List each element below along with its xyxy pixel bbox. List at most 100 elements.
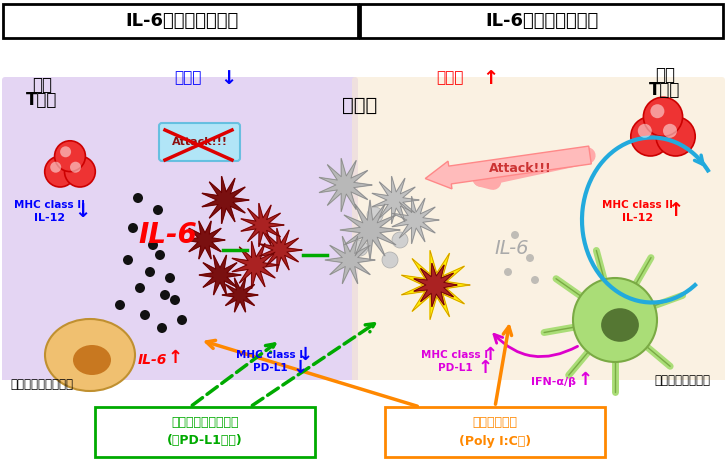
- Polygon shape: [325, 236, 375, 284]
- Text: 免疫检查点抑制疗法: 免疫检查点抑制疗法: [171, 417, 239, 430]
- FancyBboxPatch shape: [2, 77, 358, 423]
- Circle shape: [145, 267, 155, 277]
- Polygon shape: [241, 203, 284, 247]
- Text: T细胞: T细胞: [26, 91, 57, 109]
- Circle shape: [382, 252, 398, 268]
- Circle shape: [115, 300, 125, 310]
- Text: 效应: 效应: [32, 76, 52, 94]
- Circle shape: [135, 283, 145, 293]
- Circle shape: [177, 315, 187, 325]
- FancyBboxPatch shape: [3, 4, 358, 38]
- Text: ↑: ↑: [168, 349, 182, 367]
- Ellipse shape: [601, 308, 639, 342]
- Circle shape: [65, 156, 95, 187]
- FancyBboxPatch shape: [0, 380, 726, 465]
- Circle shape: [573, 278, 657, 362]
- Circle shape: [133, 193, 143, 203]
- Circle shape: [170, 295, 180, 305]
- Circle shape: [352, 240, 368, 256]
- Polygon shape: [401, 250, 470, 319]
- Text: 癌细胞: 癌细胞: [343, 95, 378, 114]
- Text: ↓: ↓: [293, 359, 308, 377]
- Text: ↑: ↑: [577, 371, 592, 389]
- Text: MHC class II: MHC class II: [603, 200, 674, 210]
- Polygon shape: [392, 196, 439, 244]
- Circle shape: [638, 124, 652, 138]
- Text: IL-6大量产生的状态: IL-6大量产生的状态: [126, 12, 239, 30]
- Circle shape: [631, 117, 670, 156]
- Circle shape: [392, 232, 408, 248]
- Polygon shape: [199, 255, 241, 295]
- Circle shape: [153, 205, 163, 215]
- Polygon shape: [185, 221, 225, 259]
- Circle shape: [70, 162, 81, 173]
- Text: (抗PD-L1抗体): (抗PD-L1抗体): [167, 434, 243, 447]
- Circle shape: [526, 254, 534, 262]
- FancyBboxPatch shape: [95, 407, 315, 457]
- Text: 穿孔酶: 穿孔酶: [436, 71, 464, 86]
- Circle shape: [165, 273, 175, 283]
- Text: ↑: ↑: [478, 359, 492, 377]
- Text: 免疫佐剂治疗: 免疫佐剂治疗: [473, 417, 518, 430]
- Circle shape: [160, 290, 170, 300]
- Circle shape: [155, 250, 165, 260]
- Polygon shape: [222, 278, 258, 312]
- Text: ↓: ↓: [220, 68, 236, 87]
- Circle shape: [140, 310, 150, 320]
- Text: Attack!!!: Attack!!!: [172, 137, 228, 147]
- Text: IL-12: IL-12: [34, 213, 65, 223]
- Ellipse shape: [45, 319, 135, 391]
- Text: 穿孔酶: 穿孔酶: [174, 71, 202, 86]
- Polygon shape: [259, 228, 302, 272]
- Circle shape: [367, 207, 383, 223]
- Circle shape: [60, 146, 71, 157]
- Circle shape: [504, 268, 512, 276]
- Text: IL-6: IL-6: [137, 353, 167, 367]
- Text: IL-6少量产生的状态: IL-6少量产生的状态: [486, 12, 599, 30]
- Text: MHC class I: MHC class I: [237, 350, 303, 360]
- FancyBboxPatch shape: [352, 77, 725, 423]
- Text: ↑: ↑: [483, 346, 497, 364]
- Text: IL-6: IL-6: [494, 239, 529, 258]
- Circle shape: [511, 231, 519, 239]
- Text: PD-L1: PD-L1: [253, 363, 287, 373]
- Circle shape: [663, 124, 677, 138]
- Text: MHC class I: MHC class I: [421, 350, 489, 360]
- Text: MHC class II: MHC class II: [15, 200, 86, 210]
- Text: IFN-α/β: IFN-α/β: [531, 377, 576, 387]
- FancyArrow shape: [425, 146, 591, 189]
- Text: ↓: ↓: [298, 346, 313, 364]
- Text: ↓: ↓: [74, 201, 90, 220]
- Circle shape: [123, 255, 133, 265]
- Polygon shape: [340, 200, 400, 260]
- Text: (Poly I:C等): (Poly I:C等): [459, 434, 531, 447]
- FancyBboxPatch shape: [360, 4, 723, 38]
- Ellipse shape: [73, 345, 111, 375]
- Circle shape: [50, 162, 61, 173]
- Circle shape: [157, 323, 167, 333]
- FancyBboxPatch shape: [159, 123, 240, 161]
- Text: 成熟的树突状细胞: 成熟的树突状细胞: [654, 373, 710, 386]
- Polygon shape: [202, 176, 249, 224]
- Polygon shape: [372, 176, 419, 224]
- Text: T细胞: T细胞: [649, 81, 681, 99]
- Circle shape: [45, 156, 76, 187]
- Polygon shape: [319, 158, 372, 212]
- FancyBboxPatch shape: [385, 407, 605, 457]
- Text: ↑: ↑: [666, 200, 683, 219]
- Circle shape: [54, 141, 86, 172]
- Text: ↑: ↑: [482, 68, 498, 87]
- Circle shape: [531, 276, 539, 284]
- Circle shape: [650, 104, 664, 118]
- Text: Attack!!!: Attack!!!: [489, 161, 551, 174]
- Circle shape: [148, 240, 158, 250]
- Circle shape: [128, 223, 138, 233]
- Polygon shape: [232, 241, 279, 289]
- Circle shape: [643, 97, 682, 136]
- Text: 未成熟的树突状细胞: 未成熟的树突状细胞: [10, 379, 73, 392]
- Polygon shape: [414, 263, 457, 307]
- Text: IL-12: IL-12: [622, 213, 653, 223]
- Circle shape: [656, 117, 696, 156]
- Text: IL-6: IL-6: [139, 221, 197, 249]
- Text: PD-L1: PD-L1: [438, 363, 473, 373]
